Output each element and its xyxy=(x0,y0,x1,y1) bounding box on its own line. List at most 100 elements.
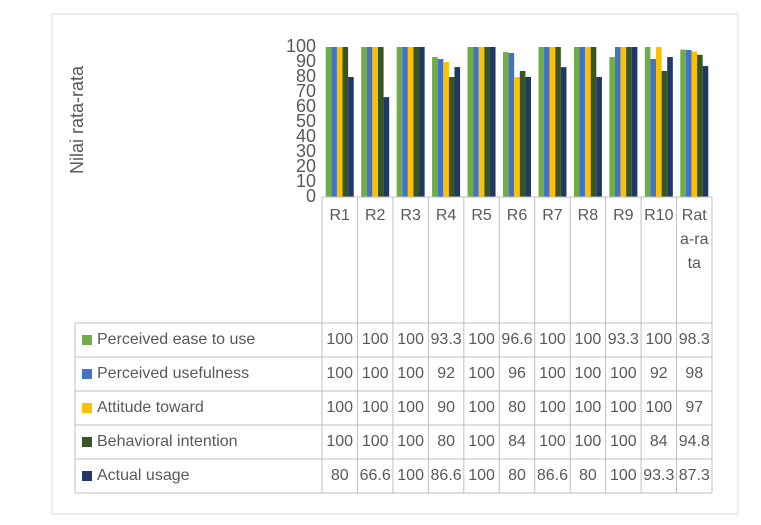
bar xyxy=(372,47,378,197)
table-value: 100 xyxy=(575,433,602,450)
legend-key xyxy=(82,403,92,413)
table-value: 100 xyxy=(468,433,495,450)
table-value: 93.3 xyxy=(608,331,639,348)
y-tick-label: 40 xyxy=(296,126,316,146)
table-value: 80 xyxy=(437,433,455,450)
table-value: 92 xyxy=(437,365,455,382)
table-value: 100 xyxy=(326,331,353,348)
table-value: 93.3 xyxy=(431,331,462,348)
bar xyxy=(544,47,550,197)
x-tick-label: R10 xyxy=(644,207,674,224)
bar xyxy=(443,62,449,197)
bar xyxy=(407,47,414,197)
table-value: 100 xyxy=(575,331,602,348)
x-tick-label: R3 xyxy=(400,207,421,224)
table-value: 100 xyxy=(468,365,495,382)
table-value: 100 xyxy=(397,433,424,450)
bar xyxy=(361,47,367,197)
y-tick-label: 70 xyxy=(296,81,316,101)
bar xyxy=(489,47,496,197)
legend-label: Actual usage xyxy=(97,467,190,484)
table-value: 96.6 xyxy=(501,331,532,348)
table-value: 100 xyxy=(610,467,637,484)
legend-key xyxy=(82,369,92,379)
y-tick-label: 0 xyxy=(306,186,316,206)
table-value: 94.8 xyxy=(679,433,710,450)
table-value: 98 xyxy=(685,365,703,382)
legend-label: Perceived usefulness xyxy=(97,365,249,382)
legend-key xyxy=(82,335,92,345)
table-value: 100 xyxy=(575,365,602,382)
table-value: 100 xyxy=(326,365,353,382)
table-value: 100 xyxy=(362,399,389,416)
table-value: 100 xyxy=(575,399,602,416)
bar xyxy=(656,47,662,197)
bar xyxy=(555,47,561,197)
y-tick-label: 90 xyxy=(296,51,316,71)
table-value: 87.3 xyxy=(679,467,710,484)
table-value: 100 xyxy=(645,331,672,348)
x-tick-label: R7 xyxy=(542,207,563,224)
y-tick-label: 60 xyxy=(296,96,316,116)
x-tick-label: R5 xyxy=(471,207,492,224)
table-value: 90 xyxy=(437,399,455,416)
bar xyxy=(348,77,354,197)
bar xyxy=(508,53,515,197)
x-tick-label: R8 xyxy=(577,207,599,224)
bar xyxy=(336,47,343,197)
bar xyxy=(702,66,709,197)
y-tick-label: 80 xyxy=(296,66,316,86)
x-tick-label: R4 xyxy=(435,207,457,224)
legend-key xyxy=(82,437,92,447)
bar xyxy=(620,47,627,197)
bar xyxy=(331,47,337,197)
bar xyxy=(413,47,420,197)
legend-key xyxy=(82,471,92,481)
bar xyxy=(467,47,474,197)
bar xyxy=(484,47,490,197)
bar xyxy=(650,59,657,197)
table-value: 98.3 xyxy=(679,331,710,348)
table-value: 80 xyxy=(331,467,349,484)
bar xyxy=(419,47,425,197)
table-value: 97 xyxy=(685,399,703,416)
x-tick-label: R1 xyxy=(329,207,350,224)
bar xyxy=(478,47,485,197)
legend-label: Attitude toward xyxy=(97,399,204,416)
table-value: 100 xyxy=(362,365,389,382)
bar xyxy=(342,47,349,197)
bar xyxy=(519,71,526,197)
table-value: 100 xyxy=(397,399,424,416)
table-value: 80 xyxy=(508,467,526,484)
bar xyxy=(596,77,602,197)
table-value: 100 xyxy=(468,399,495,416)
bar xyxy=(325,47,332,197)
bar xyxy=(525,77,531,197)
bar xyxy=(538,47,545,197)
table-value: 100 xyxy=(468,467,495,484)
bar xyxy=(432,57,438,197)
bar xyxy=(685,50,692,197)
bar xyxy=(503,52,509,197)
bar xyxy=(560,67,567,197)
table-value: 93.3 xyxy=(643,467,674,484)
legend-label: Perceived ease to use xyxy=(97,331,255,348)
table-value: 100 xyxy=(362,433,389,450)
bar xyxy=(437,59,444,197)
table-value: 100 xyxy=(610,399,637,416)
bar xyxy=(448,77,455,197)
y-tick-label: 50 xyxy=(296,111,316,131)
table-value: 100 xyxy=(539,399,566,416)
x-tick-label: Rata-rata xyxy=(680,207,709,272)
table-value: 86.6 xyxy=(431,467,462,484)
table-value: 100 xyxy=(539,331,566,348)
bar xyxy=(579,47,586,197)
bar xyxy=(514,77,520,197)
table-value: 96 xyxy=(508,365,526,382)
table-value: 84 xyxy=(650,433,668,450)
bar xyxy=(644,47,651,197)
bar xyxy=(631,47,638,197)
table-value: 80 xyxy=(579,467,597,484)
y-axis-label: Nilai rata-rata xyxy=(67,65,87,174)
